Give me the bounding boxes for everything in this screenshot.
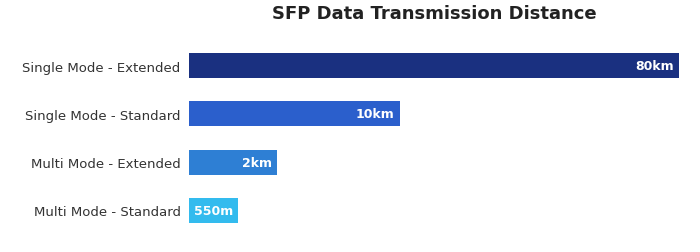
Bar bbox=[189, 198, 238, 223]
Text: 550m: 550m bbox=[194, 204, 233, 217]
Bar bbox=[189, 150, 277, 175]
Bar bbox=[189, 54, 679, 79]
Title: SFP Data Transmission Distance: SFP Data Transmission Distance bbox=[272, 5, 596, 23]
Text: 80km: 80km bbox=[636, 60, 674, 73]
Bar bbox=[189, 102, 400, 127]
Text: 2km: 2km bbox=[242, 156, 272, 169]
Text: 10km: 10km bbox=[356, 108, 395, 121]
